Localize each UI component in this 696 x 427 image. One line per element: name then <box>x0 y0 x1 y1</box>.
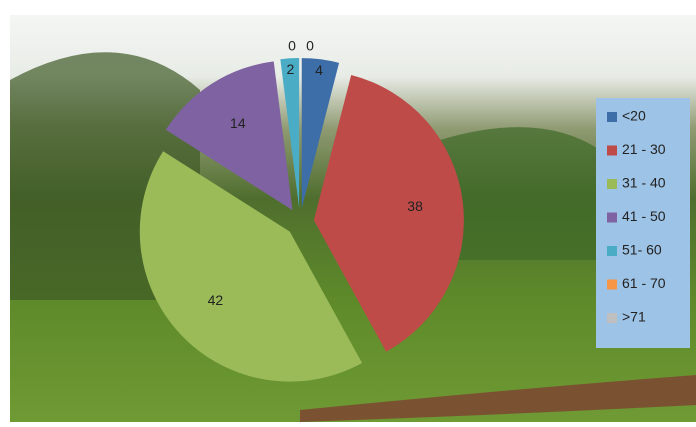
bushes <box>440 127 600 260</box>
pie-slice <box>301 58 340 209</box>
legend-swatch <box>607 279 617 290</box>
legend-label: >71 <box>622 309 646 325</box>
legend-swatch <box>607 246 617 256</box>
log <box>300 375 696 422</box>
legend-swatch <box>607 145 617 156</box>
pie-slice <box>280 58 300 209</box>
legend-label: 21 - 30 <box>622 141 666 157</box>
pie-slice <box>313 74 464 352</box>
legend-label: 51- 60 <box>622 242 662 258</box>
data-label: 0 <box>288 38 296 54</box>
legend-label: 61 - 70 <box>622 275 666 291</box>
data-label: 0 <box>306 38 314 54</box>
legend-label: 31 - 40 <box>622 175 666 191</box>
legend-swatch <box>607 179 617 189</box>
legend-swatch <box>607 112 617 122</box>
legend-swatch <box>607 212 617 223</box>
data-label: 14 <box>230 115 246 131</box>
legend-swatch <box>607 313 617 323</box>
legend-label: <20 <box>622 108 646 124</box>
data-label: 38 <box>407 198 423 214</box>
pie-slice <box>139 151 363 382</box>
legend-box <box>596 98 690 348</box>
pie-slice <box>165 61 293 211</box>
legend-label: 41 - 50 <box>622 208 666 224</box>
data-label: 2 <box>287 61 295 77</box>
data-label: 42 <box>208 292 224 308</box>
data-label: 4 <box>315 62 323 78</box>
